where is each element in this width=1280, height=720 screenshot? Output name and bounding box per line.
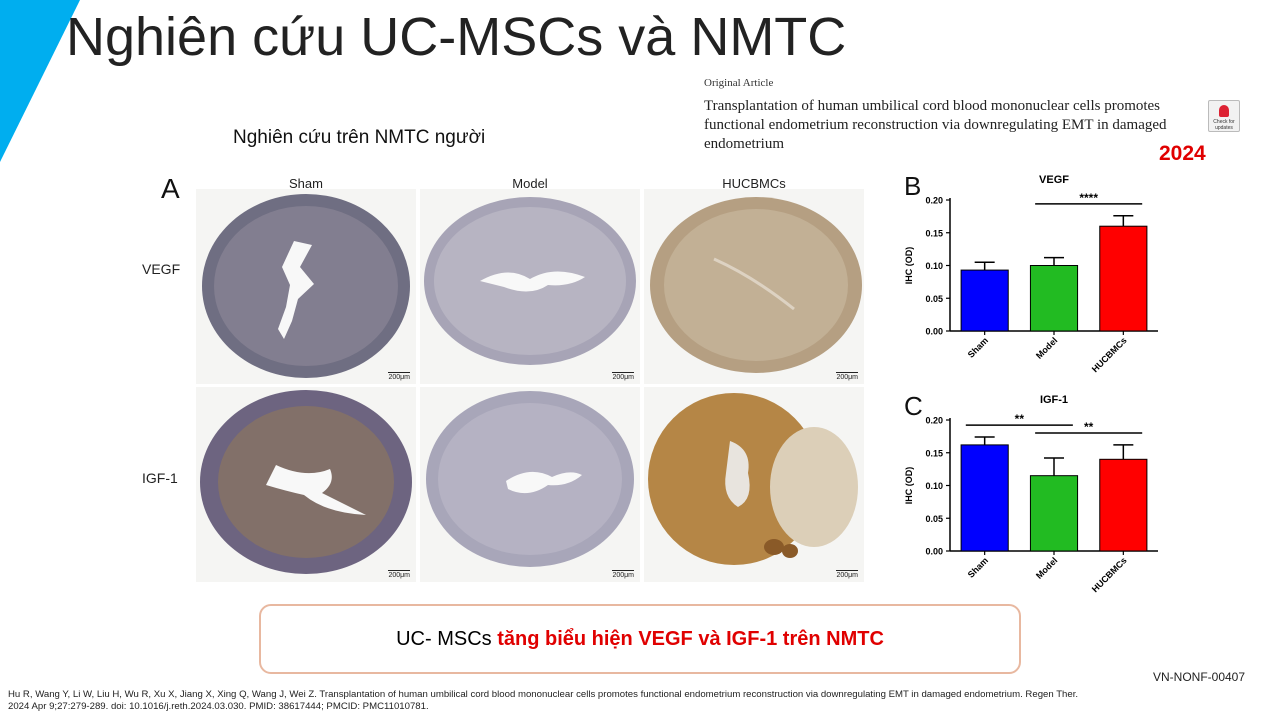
x-tick-label: HUCBMCs xyxy=(1090,555,1129,594)
x-tick-label: HUCBMCs xyxy=(1090,335,1129,374)
chart-c-panel-label: C xyxy=(904,391,923,421)
scale-bar: 200μm xyxy=(388,372,410,381)
chart-b-title: VEGF xyxy=(1039,174,1069,186)
y-tick-label: 0.10 xyxy=(925,481,943,491)
check-for-updates-label: Check for updates xyxy=(1213,119,1235,131)
x-tick-label: Model xyxy=(1034,335,1059,360)
corner-accent-shape xyxy=(0,0,80,162)
column-header-model: Model xyxy=(512,176,548,191)
reference-citation: Hu R, Wang Y, Li W, Liu H, Wu R, Xu X, J… xyxy=(8,689,1268,713)
bar-hucbmcs xyxy=(1099,458,1148,552)
y-axis-label: IHC (OD) xyxy=(904,467,914,505)
column-header-sham: Sham xyxy=(289,176,323,191)
y-tick-label: 0.05 xyxy=(925,514,943,524)
chart-vegf: B VEGF 0.00 0.05 0.10 0.15 0.20 IHC (OD) Sham Mod… xyxy=(904,171,1158,374)
chart-b-panel-label: B xyxy=(904,171,921,201)
micrograph-igf1-model: 200μm xyxy=(420,387,640,582)
micrograph-vegf-sham: 200μm xyxy=(196,189,416,384)
article-type-label: Original Article xyxy=(704,77,774,89)
micrograph-igf1-sham: 200μm xyxy=(196,387,416,582)
bar-model xyxy=(1029,475,1079,552)
y-tick-label: 0.20 xyxy=(925,416,943,426)
reference-line-1: Hu R, Wang Y, Li W, Liu H, Wu R, Xu X, J… xyxy=(8,689,1079,700)
conclusion-highlight: tăng biểu hiện VEGF và IGF-1 trên NMTC xyxy=(497,628,884,650)
y-tick-label: 0.00 xyxy=(925,547,943,557)
scale-bar: 200μm xyxy=(388,570,410,579)
y-tick-label: 0.05 xyxy=(925,294,943,304)
x-tick-label: Sham xyxy=(966,335,990,359)
scale-bar: 200μm xyxy=(612,570,634,579)
y-tick-label: 0.20 xyxy=(925,196,943,206)
scale-bar: 200μm xyxy=(612,372,634,381)
document-code: VN-NONF-00407 xyxy=(1153,670,1246,684)
significance-label: ** xyxy=(1015,412,1025,426)
bar-sham xyxy=(960,269,1009,332)
panel-a-label: A xyxy=(161,173,180,204)
chart-c-title: IGF-1 xyxy=(1040,394,1068,406)
publication-year: 2024 xyxy=(1159,142,1206,165)
significance-label: ** xyxy=(1084,420,1094,434)
y-tick-label: 0.15 xyxy=(925,448,943,458)
scale-bar: 200μm xyxy=(836,372,858,381)
row-header-igf1: IGF-1 xyxy=(142,470,178,486)
conclusion-prefix: UC- MSCs xyxy=(396,628,498,650)
slide-title: Nghiên cứu UC-MSCs và NMTC xyxy=(66,7,847,67)
conclusion-box: UC- MSCs tăng biểu hiện VEGF và IGF-1 tr… xyxy=(259,604,1021,674)
bar-hucbmcs xyxy=(1099,225,1148,332)
significance-label: **** xyxy=(1079,191,1098,205)
check-for-updates-badge[interactable]: Check for updates xyxy=(1208,100,1240,132)
bar-sham xyxy=(960,444,1009,552)
micrograph-vegf-model: 200μm xyxy=(420,189,640,384)
x-tick-label: Sham xyxy=(966,555,990,579)
row-header-vegf: VEGF xyxy=(142,261,181,277)
panel-a-micrographs: A Sham Model HUCBMCs VEGF IGF-1 200μm 20… xyxy=(138,165,870,582)
micrograph-igf1-hucbmcs: 200μm xyxy=(644,387,864,582)
y-tick-label: 0.15 xyxy=(925,228,943,238)
y-tick-label: 0.10 xyxy=(925,261,943,271)
study-subtitle: Nghiên cứu trên NMTC người xyxy=(233,127,486,148)
micrograph-vegf-hucbmcs: 200μm xyxy=(644,189,864,384)
scale-bar: 200μm xyxy=(836,570,858,579)
bar-model xyxy=(1029,265,1079,332)
article-title: Transplantation of human umbilical cord … xyxy=(704,98,1167,152)
column-header-hucbmcs: HUCBMCs xyxy=(722,176,786,191)
chart-igf1: C IGF-1 0.00 0.05 0.10 0.15 0.20 IHC (OD) Sham Mo… xyxy=(904,391,1158,594)
y-axis-label: IHC (OD) xyxy=(904,247,914,285)
x-tick-label: Model xyxy=(1034,555,1059,580)
bookmark-icon xyxy=(1219,105,1229,117)
y-tick-label: 0.00 xyxy=(925,327,943,337)
reference-line-2: 2024 Apr 9;27:279-289. doi: 10.1016/j.re… xyxy=(8,701,429,712)
